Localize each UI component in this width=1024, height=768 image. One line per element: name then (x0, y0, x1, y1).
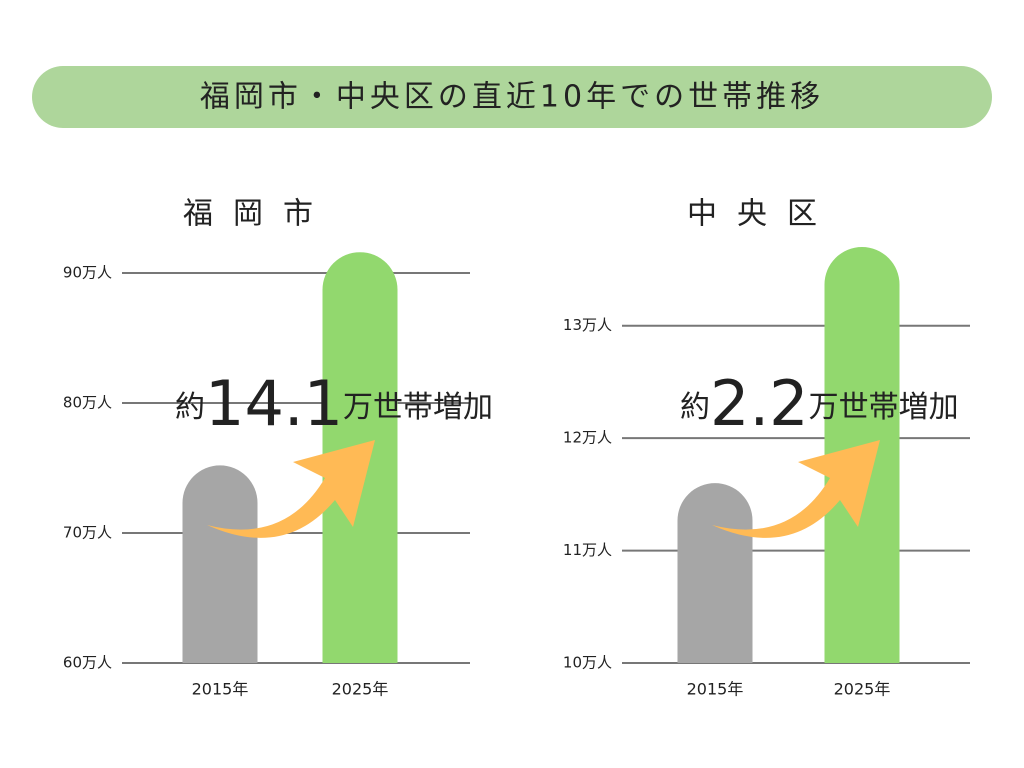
chart-title: 福岡市 (183, 197, 333, 232)
y-tick-label: 60万人 (63, 654, 112, 672)
annotation-prefix: 約 (680, 390, 710, 425)
annotation-number: 2.2 (710, 367, 809, 440)
annotation-suffix: 万世帯増加 (809, 390, 959, 425)
y-tick-label: 13万人 (563, 316, 612, 334)
y-tick-label: 11万人 (563, 541, 612, 559)
bar (677, 483, 753, 663)
annotation-number: 14.1 (205, 367, 343, 440)
x-tick-label: 2015年 (192, 680, 249, 699)
annotation-prefix: 約 (175, 390, 205, 425)
y-tick-label: 10万人 (563, 654, 612, 672)
bar (182, 465, 258, 663)
y-tick-label: 12万人 (563, 429, 612, 447)
y-tick-label: 70万人 (63, 524, 112, 542)
y-tick-label: 80万人 (63, 394, 112, 412)
y-tick-label: 90万人 (63, 264, 112, 282)
main-title: 福岡市・中央区の直近10年での世帯推移 (200, 80, 824, 115)
x-tick-label: 2025年 (332, 680, 389, 699)
growth-arrow (207, 440, 375, 538)
growth-annotation: 約14.1万世帯増加 (175, 367, 493, 440)
annotation-suffix: 万世帯増加 (343, 390, 493, 425)
x-tick-label: 2025年 (834, 680, 891, 699)
growth-annotation: 約2.2万世帯増加 (680, 367, 959, 440)
chart-title: 中央区 (687, 197, 837, 232)
x-tick-label: 2015年 (687, 680, 744, 699)
growth-arrow (712, 440, 880, 538)
title-banner (32, 66, 992, 128)
